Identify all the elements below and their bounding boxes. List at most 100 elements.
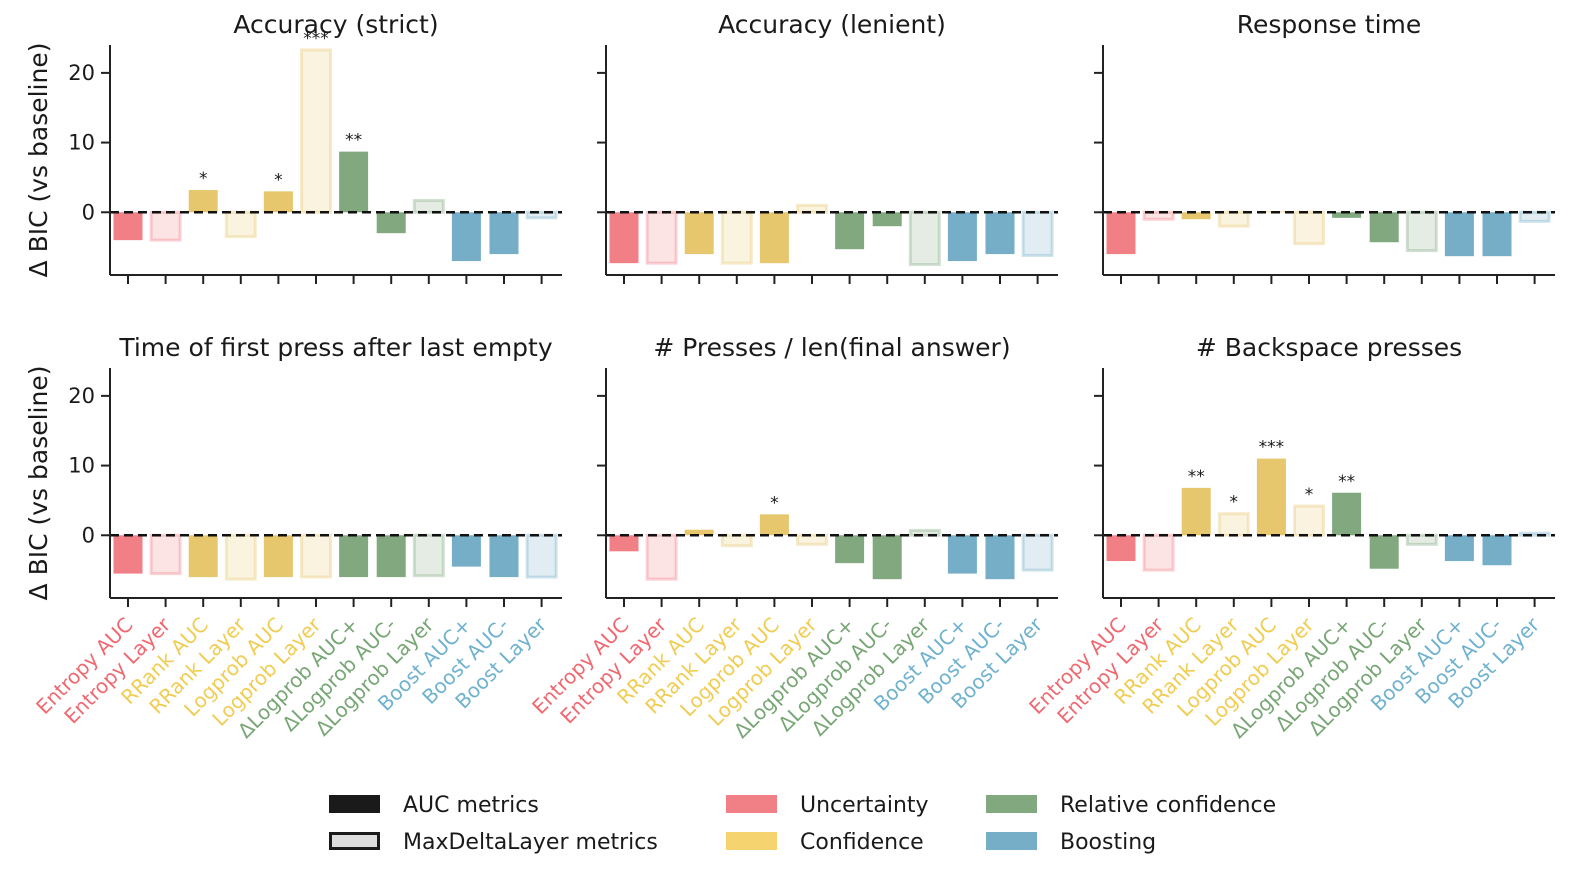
bar-logprob-auc <box>263 535 293 578</box>
y-axis-label: Δ BIC (vs baseline) <box>24 43 53 278</box>
y-tick-label: 10 <box>68 454 95 478</box>
bar-entropy-layer <box>645 533 678 581</box>
bar-entropy-layer <box>1142 210 1175 221</box>
bar-boost-auc <box>489 535 519 578</box>
bar-logprob-auc <box>1256 458 1286 536</box>
bar-rrank-layer <box>224 533 257 581</box>
bar-boost-layer <box>1518 210 1551 223</box>
bar-boost-auc <box>985 212 1015 255</box>
bar-boost-layer <box>1518 531 1551 537</box>
y-tick-label: 10 <box>68 131 95 155</box>
bar-deltalogprob-auc-plus <box>835 212 865 250</box>
panel-presses-len-final-answer: # Presses / len(final answer)*Entropy AU… <box>527 333 1058 743</box>
bar-boost-auc <box>985 535 1015 580</box>
legend-item-boosting: Boosting <box>986 830 1156 855</box>
bar-logprob-auc <box>759 514 789 536</box>
significance-stars: * <box>1305 485 1314 505</box>
bar-boost-auc <box>489 212 519 255</box>
bar-entropy-auc <box>609 212 639 264</box>
bar-entropy-auc <box>609 535 639 552</box>
bar-logprob-layer <box>1293 210 1325 246</box>
bar-deltalogprob-layer <box>1405 210 1438 253</box>
legend-swatch <box>986 832 1037 850</box>
bar-rrank-auc <box>188 535 218 578</box>
bar-rrank-auc <box>188 189 218 213</box>
bar-entropy-auc <box>113 535 143 574</box>
bar-logprob-auc <box>759 212 789 264</box>
bar-boost-auc-plus <box>947 212 977 262</box>
panel-title: # Backspace presses <box>1196 333 1462 362</box>
bar-entropy-auc <box>113 212 143 241</box>
bar-deltalogprob-auc <box>872 212 902 227</box>
bar-deltalogprob-auc <box>376 212 406 234</box>
bar-deltalogprob-auc-plus <box>339 151 369 213</box>
bar-boost-auc-plus <box>451 535 481 567</box>
legend-label: Uncertainty <box>800 793 929 818</box>
bar-logprob-layer <box>1293 504 1325 537</box>
bar-deltalogprob-auc-plus <box>1332 212 1362 218</box>
y-tick-label: 20 <box>68 384 95 408</box>
significance-stars: * <box>199 169 208 189</box>
panel-title: Accuracy (lenient) <box>718 10 946 39</box>
bar-boost-auc-plus <box>1444 212 1474 257</box>
y-tick-label: 0 <box>82 523 95 547</box>
legend-label: Confidence <box>800 830 924 855</box>
bar-logprob-layer <box>300 533 332 579</box>
bar-entropy-layer <box>1142 533 1175 572</box>
bar-deltalogprob-layer <box>908 528 941 537</box>
legend-label: AUC metrics <box>403 793 539 818</box>
bar-boost-auc-plus <box>451 212 481 262</box>
legend-swatch <box>329 795 380 813</box>
bar-deltalogprob-auc <box>872 535 902 580</box>
bar-rrank-auc <box>1181 212 1211 220</box>
bar-boost-layer <box>1021 533 1054 572</box>
bar-boost-layer <box>525 210 558 220</box>
bar-deltalogprob-auc <box>1369 535 1399 569</box>
significance-stars: *** <box>1259 438 1285 458</box>
bar-rrank-layer <box>224 210 257 239</box>
legend-label: Relative confidence <box>1060 793 1276 818</box>
bar-rrank-layer <box>1217 512 1250 537</box>
y-tick-label: 20 <box>68 61 95 85</box>
significance-stars: * <box>274 170 283 190</box>
legend: AUC metrics MaxDeltaLayer metrics Uncertai… <box>329 793 1276 855</box>
legend-swatch <box>329 832 380 850</box>
legend-item-relative-confidence: Relative confidence <box>986 793 1276 818</box>
bar-boost-auc <box>1482 535 1512 566</box>
panel-time-of-first-press-after-last-empty: Time of first press after last empty 0 10 2… <box>24 333 562 743</box>
bar-deltalogprob-auc-plus <box>339 535 369 578</box>
bar-boost-layer <box>525 533 558 579</box>
bar-deltalogprob-auc-plus <box>1332 492 1362 536</box>
bar-logprob-layer <box>796 533 828 546</box>
bar-deltalogprob-layer <box>412 533 445 578</box>
bar-boost-auc-plus <box>1444 535 1474 562</box>
bar-rrank-auc <box>684 212 714 255</box>
bar-logprob-layer <box>796 203 828 214</box>
y-axis-label: Δ BIC (vs baseline) <box>24 366 53 601</box>
significance-stars: ** <box>345 131 362 151</box>
panel-title: Response time <box>1237 10 1422 39</box>
panel-title: Accuracy (strict) <box>233 10 438 39</box>
bar-deltalogprob-auc-plus <box>835 535 865 564</box>
legend-item-uncertainty: Uncertainty <box>726 793 929 818</box>
bar-deltalogprob-auc <box>1369 212 1399 243</box>
panel-accuracy-lenient: Accuracy (lenient) <box>597 10 1058 284</box>
bar-logprob-layer <box>300 48 332 214</box>
legend-label: MaxDeltaLayer metrics <box>403 830 658 855</box>
bar-entropy-layer <box>149 533 182 576</box>
significance-stars: ** <box>1188 467 1205 487</box>
bar-boost-layer <box>1021 210 1054 257</box>
bar-logprob-auc <box>263 191 293 213</box>
legend-item-auc-metrics: AUC metrics <box>329 793 539 818</box>
bar-boost-auc-plus <box>947 535 977 574</box>
y-tick-label: 0 <box>82 200 95 224</box>
legend-swatch <box>726 795 777 813</box>
bar-rrank-layer <box>1217 210 1250 228</box>
significance-stars: * <box>770 493 779 513</box>
bar-rrank-layer <box>720 210 753 265</box>
bar-deltalogprob-layer <box>1405 533 1438 546</box>
bar-rrank-layer <box>720 533 753 548</box>
